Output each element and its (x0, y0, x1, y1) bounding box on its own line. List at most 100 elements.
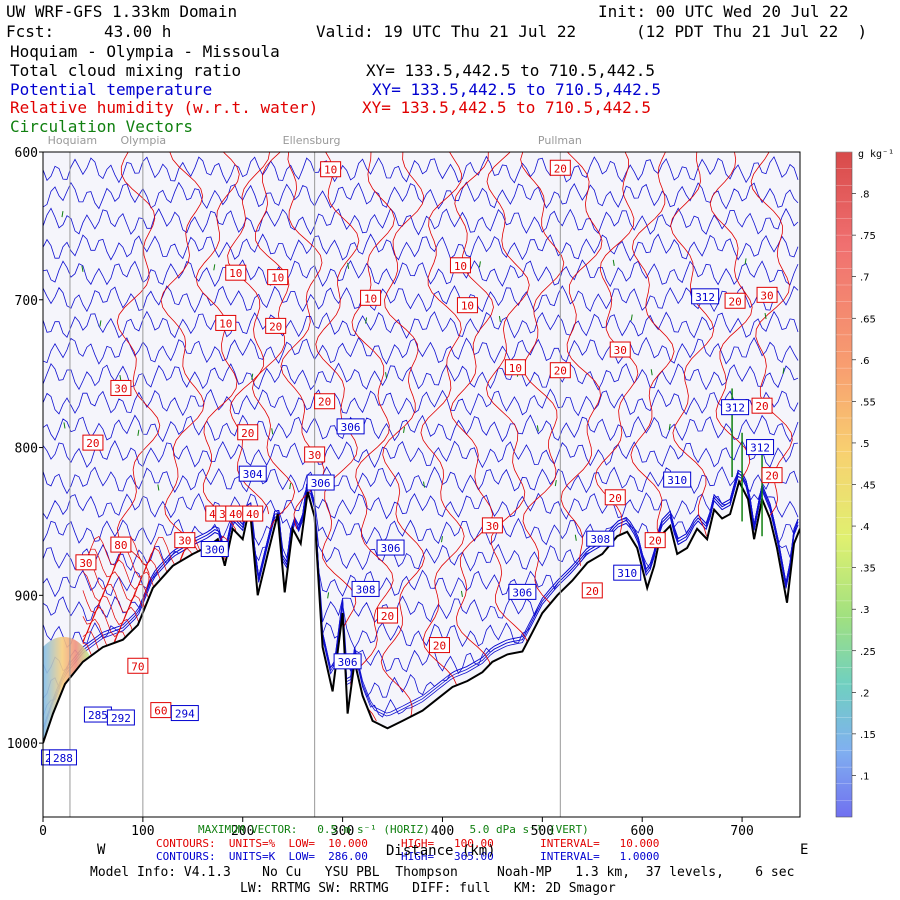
x-tick-label: 500 (531, 824, 554, 839)
rh-label: 30 (178, 535, 191, 548)
transect-title: Hoquiam - Olympia - Missoula (10, 42, 280, 61)
circulation-vector (423, 481, 425, 488)
theta-label: 310 (667, 474, 687, 487)
rh-label: 20 (86, 437, 99, 450)
circulation-vector (630, 314, 633, 321)
rh-label-box (265, 317, 287, 334)
y-tick-label: 700 (15, 294, 38, 309)
colorbar-tick-label: .35 (860, 564, 876, 575)
rh-label-box (449, 257, 471, 274)
rh-label-box (320, 161, 342, 178)
colorbar-tick-label: .5 (860, 439, 870, 450)
theta-label: 304 (243, 468, 263, 481)
forecast-label: Fcst: (6, 22, 55, 41)
theta-label-box (691, 288, 720, 305)
theta-isoline (43, 469, 799, 729)
theta-isoline (43, 440, 799, 469)
circulation-vector (498, 315, 501, 323)
rh-contour (160, 152, 205, 559)
rh-label: 20 (609, 492, 622, 505)
rh-contour (485, 152, 530, 655)
colorbar-tick-label: .3 (860, 605, 870, 616)
colorbar-tick-label: .8 (860, 190, 870, 201)
xy-cloud: XY= 133.5,442.5 to 710.5,442.5 (366, 61, 655, 80)
theta-label-box (170, 705, 199, 722)
rh-label-box (581, 582, 603, 599)
circulation-vector (744, 258, 747, 265)
rh-label: 20 (728, 295, 741, 308)
colorbar-tick-label: .2 (860, 688, 870, 699)
colorbar-tick-label: .15 (860, 730, 876, 741)
west-label: W (97, 842, 106, 858)
location-label: Olympia (120, 134, 166, 147)
theta-isoline (43, 155, 799, 184)
rh-contour (750, 152, 793, 522)
field-theta: Potential temperature (10, 80, 213, 99)
rh-label-box (456, 297, 478, 314)
rh-contour (315, 152, 360, 648)
field-cloud: Total cloud mixing ratio (10, 61, 242, 80)
rh-label: 30 (114, 382, 127, 395)
theta-label-box (586, 530, 615, 547)
theta-isoline (43, 414, 799, 443)
rh-label: 30 (308, 449, 321, 462)
circulation-vector (365, 317, 368, 324)
rh-label-box (127, 657, 149, 674)
rh-label: 20 (586, 585, 599, 598)
rh-label: 10 (219, 317, 232, 330)
theta-label: 300 (205, 544, 225, 557)
forecast-hour: 43.00 h (104, 22, 172, 41)
circulation-vector (289, 482, 292, 490)
rh-contour (450, 152, 494, 677)
rh-label-box (110, 379, 132, 396)
rh-label: 30 (614, 344, 627, 357)
circulation-vector (137, 429, 140, 436)
theta-label: 306 (311, 477, 331, 490)
theta-label-box (336, 418, 365, 435)
location-label: Ellensburg (283, 134, 341, 147)
rh-label-box (314, 393, 336, 410)
x-tick-label: 200 (231, 824, 254, 839)
x-tick-label: 700 (730, 824, 753, 839)
rh-contour (350, 152, 395, 722)
theta-label-box (746, 439, 775, 456)
theta-label: 306 (338, 656, 358, 669)
rh-label-box (82, 434, 104, 451)
rh-label-box (724, 292, 746, 309)
colorbar-tick-label: .55 (860, 397, 876, 408)
location-label: Pullman (538, 134, 582, 147)
theta-label-box (351, 580, 380, 597)
circulation-vector (403, 426, 406, 433)
x-tick-label: 300 (331, 824, 354, 839)
theta-label: 306 (512, 586, 532, 599)
theta-isoline (43, 362, 799, 391)
y-tick-label: 800 (15, 442, 38, 457)
y-tick-label: 900 (15, 589, 38, 604)
rh-contour-info: CONTOURS: UNITS=% LOW= 10.000 HIGH= 100.… (156, 837, 660, 850)
theta-label: 288 (53, 752, 73, 765)
rh-label-box (215, 314, 237, 331)
model-info: Model Info: V4.1.3 No Cu YSU PBL Thompso… (90, 865, 795, 880)
circulation-vector (782, 367, 785, 374)
rh-contour (520, 152, 565, 611)
rh-label-box (549, 159, 571, 176)
theta-isoline (43, 233, 799, 262)
rh-contour (670, 152, 715, 537)
theta-label: 294 (175, 708, 195, 721)
rh-label: 20 (318, 396, 331, 409)
theta-label: 292 (111, 712, 131, 725)
theta-isoline (43, 285, 799, 314)
rh-contour (560, 152, 603, 566)
theta-label: 308 (356, 583, 376, 596)
circulation-vector (650, 369, 653, 376)
circulation-vector (574, 534, 577, 541)
y-tick-label: 600 (15, 146, 38, 161)
circulation-vector (157, 484, 160, 491)
rh-label: 20 (649, 535, 662, 548)
model-info-physics: LW: RRTMG SW: RRTMG DIFF: full KM: 2D Sm… (240, 881, 616, 896)
theta-label-box (106, 709, 135, 726)
theta-label: 308 (590, 533, 610, 546)
rh-label-box (360, 289, 382, 306)
theta-label: 306 (381, 542, 401, 555)
